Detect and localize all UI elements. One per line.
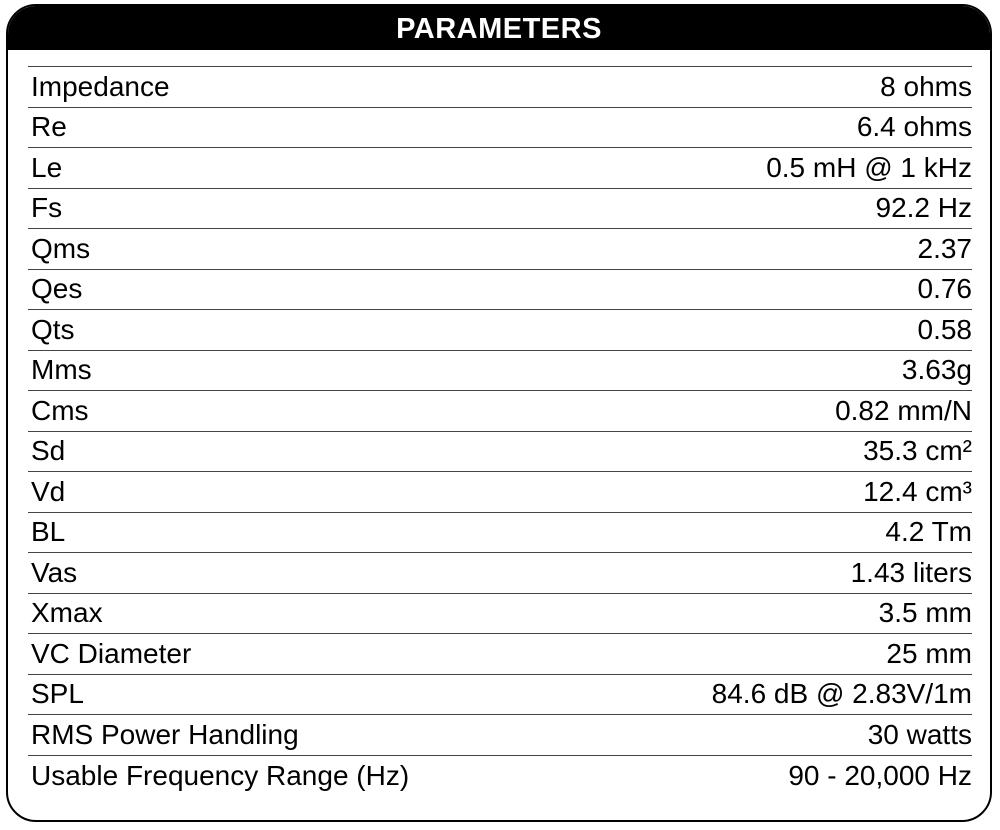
parameter-value: 3.5 mm [878,597,972,629]
parameter-label: Cms [31,394,89,426]
parameter-label: Vd [31,475,66,507]
parameter-value: 30 watts [867,718,972,750]
parameter-label: Impedance [31,70,170,102]
parameters-card: PARAMETERS Impedance 8 ohms Re 6.4 ohms … [6,4,992,822]
table-row: SPL 84.6 dB @ 2.83V/1m [28,675,972,715]
parameter-value: 0.5 mH @ 1 kHz [766,151,972,183]
table-row: Le 0.5 mH @ 1 kHz [28,148,972,189]
parameter-value: 6.4 ohms [856,111,972,143]
parameter-value: 1.43 liters [850,556,972,588]
parameter-value: 84.6 dB @ 2.83V/1m [711,678,972,710]
table-row: Fs 92.2 Hz [28,189,973,229]
parameter-value: 8 ohms [880,70,972,102]
parameter-label: RMS Power Handling [31,718,299,750]
table-row: Vd 12.4 cm³ [28,472,972,513]
parameter-label: Le [31,151,63,183]
parameter-label: Qes [31,273,83,305]
parameter-value: 12.4 cm³ [863,475,972,507]
parameter-value: 3.63g [901,354,972,386]
parameter-label: BL [31,516,66,548]
table-row: Qes 0.76 [28,270,973,310]
parameter-value: 90 - 20,000 Hz [788,759,972,791]
table-row: Mms 3.63g [28,351,972,391]
parameter-value: 0.76 [917,273,973,305]
table-row: BL 4.2 Tm [28,513,972,553]
table-row: Impedance 8 ohms [28,67,972,108]
table-row: Sd 35.3 cm² [28,432,972,472]
parameter-value: 0.82 mm/N [835,394,972,426]
parameter-label: VC Diameter [31,637,192,669]
table-row: Usable Frequency Range (Hz) 90 - 20,000 … [28,756,972,797]
parameter-label: Vas [31,556,78,588]
parameter-value: 2.37 [917,232,973,264]
table-row: Re 6.4 ohms [28,108,972,148]
parameter-label: Xmax [31,597,103,629]
table-row: RMS Power Handling 30 watts [28,715,972,756]
table-row: Xmax 3.5 mm [28,594,972,634]
parameters-header: PARAMETERS [8,6,990,50]
parameter-label: Mms [31,354,92,386]
parameters-table: Impedance 8 ohms Re 6.4 ohms Le 0.5 mH @… [28,66,972,796]
parameter-label: Re [31,111,67,143]
parameter-value: 92.2 Hz [875,192,973,224]
table-row: Qts 0.58 [28,310,972,351]
parameter-value: 4.2 Tm [885,516,972,548]
parameter-label: Qms [31,232,91,264]
parameter-value: 0.58 [917,313,973,345]
table-row: Vas 1.43 liters [28,553,972,594]
parameter-label: Qts [31,313,75,345]
parameter-label: Fs [31,192,63,224]
table-row: Qms 2.37 [28,229,972,270]
table-row: Cms 0.82 mm/N [28,391,972,432]
parameter-value: 35.3 cm² [863,435,972,467]
parameter-label: Sd [31,435,66,467]
parameter-label: Usable Frequency Range (Hz) [31,759,410,791]
table-row: VC Diameter 25 mm [28,634,972,675]
parameter-label: SPL [31,678,84,710]
parameter-value: 25 mm [886,637,972,669]
